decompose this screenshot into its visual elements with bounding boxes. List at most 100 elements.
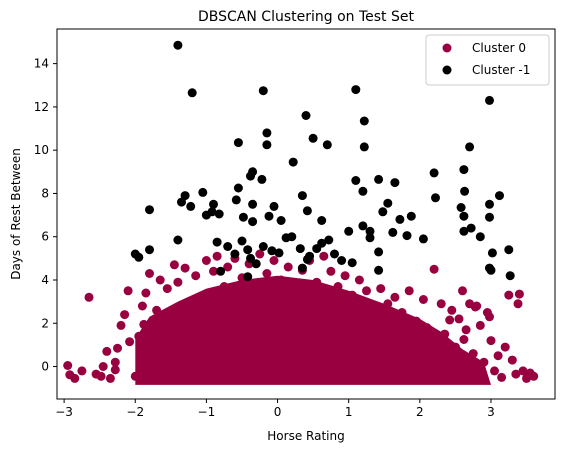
scatter-point (262, 128, 272, 138)
scatter-point (120, 310, 130, 320)
scatter-point (504, 245, 514, 255)
scatter-point (369, 301, 379, 311)
scatter-point (295, 287, 305, 297)
points-layer (63, 40, 539, 385)
scatter-point (409, 327, 419, 337)
scatter-point (365, 233, 375, 243)
scatter-point (287, 232, 297, 242)
scatter-point (248, 199, 258, 209)
scatter-point (105, 373, 115, 383)
scatter-point (374, 174, 384, 184)
x-tick-label: 2 (416, 405, 424, 419)
scatter-point (145, 205, 154, 215)
scatter-point (317, 216, 327, 225)
scatter-point (77, 366, 87, 376)
scatter-point (421, 342, 430, 352)
scatter-point (431, 193, 440, 203)
scatter-point (411, 316, 421, 326)
scatter-point (130, 371, 140, 381)
chart-title: DBSCAN Clustering on Test Set (198, 9, 414, 25)
scatter-point (258, 242, 268, 251)
scatter-point (281, 283, 291, 293)
scatter-point (458, 286, 467, 296)
scatter-point (230, 249, 240, 259)
scatter-point (155, 275, 165, 285)
scatter-point (485, 199, 494, 209)
y-tick-label: 0 (41, 360, 49, 374)
scatter-point (359, 116, 369, 126)
scatter-point (459, 335, 469, 344)
scatter-point (374, 247, 384, 257)
scatter-point (251, 259, 261, 269)
scatter-point (84, 292, 94, 302)
scatter-point (395, 319, 405, 329)
scatter-point (475, 232, 485, 242)
scatter-point (267, 246, 277, 256)
y-axis-title: Days of Rest Between (9, 148, 23, 280)
scatter-point (141, 288, 151, 298)
scatter-point (134, 331, 144, 341)
cluster-0-dense-region (135, 275, 492, 385)
scatter-point (358, 186, 368, 196)
scatter-point (500, 342, 510, 352)
scatter-point (102, 346, 112, 356)
scatter-point (70, 373, 80, 383)
scatter-point (404, 286, 414, 296)
scatter-point (485, 212, 494, 222)
scatter-point (487, 248, 497, 258)
scatter-point (324, 235, 334, 245)
scatter-point (269, 256, 279, 265)
scatter-point (180, 191, 190, 201)
x-axis: −3 −2 −1 0 1 2 3 (55, 399, 495, 419)
scatter-point (137, 301, 147, 311)
scatter-point (436, 299, 446, 309)
scatter-point (297, 263, 307, 273)
scatter-point (267, 280, 277, 290)
scatter-point (390, 178, 400, 188)
scatter-point (214, 209, 224, 219)
scatter-point (198, 187, 208, 197)
scatter-point (362, 286, 371, 296)
scatter-point (209, 199, 218, 209)
plot-frame (56, 28, 556, 400)
scatter-point (456, 203, 466, 212)
scatter-point (507, 355, 517, 365)
scatter-point (167, 311, 177, 321)
scatter-point (123, 286, 133, 296)
scatter-point (196, 302, 206, 312)
scatter-point (514, 289, 524, 299)
scatter-point (308, 133, 318, 143)
x-tick-label: 3 (487, 405, 495, 419)
scatter-point (485, 263, 494, 273)
y-tick-label: 14 (34, 57, 49, 71)
scatter-point (295, 244, 305, 254)
scatter-point (358, 221, 368, 231)
y-tick-label: 4 (41, 273, 49, 287)
legend-marker-cluster-0 (442, 43, 452, 53)
scatter-point (381, 311, 391, 321)
scatter-point (173, 40, 183, 50)
scatter-point (390, 292, 400, 302)
x-tick-label: 1 (345, 405, 353, 419)
scatter-point (352, 304, 362, 314)
scatter-point (504, 290, 514, 300)
scatter-point (317, 238, 327, 248)
scatter-point (269, 201, 279, 211)
scatter-point (505, 271, 515, 281)
scatter-point (376, 284, 386, 294)
scatter-point (513, 299, 523, 309)
scatter-point (388, 227, 398, 237)
scatter-point (338, 300, 348, 310)
scatter-point (302, 254, 312, 264)
scatter-point (162, 284, 172, 294)
scatter-point (288, 157, 298, 167)
scatter-point (406, 211, 416, 221)
scatter-point (255, 249, 265, 259)
scatter-point (169, 260, 179, 270)
scatter-point (354, 275, 364, 285)
scatter-point (347, 258, 357, 268)
scatter-point (374, 265, 384, 275)
scatter-point (511, 369, 521, 379)
scatter-point (447, 305, 457, 315)
scatter-point (445, 315, 455, 325)
